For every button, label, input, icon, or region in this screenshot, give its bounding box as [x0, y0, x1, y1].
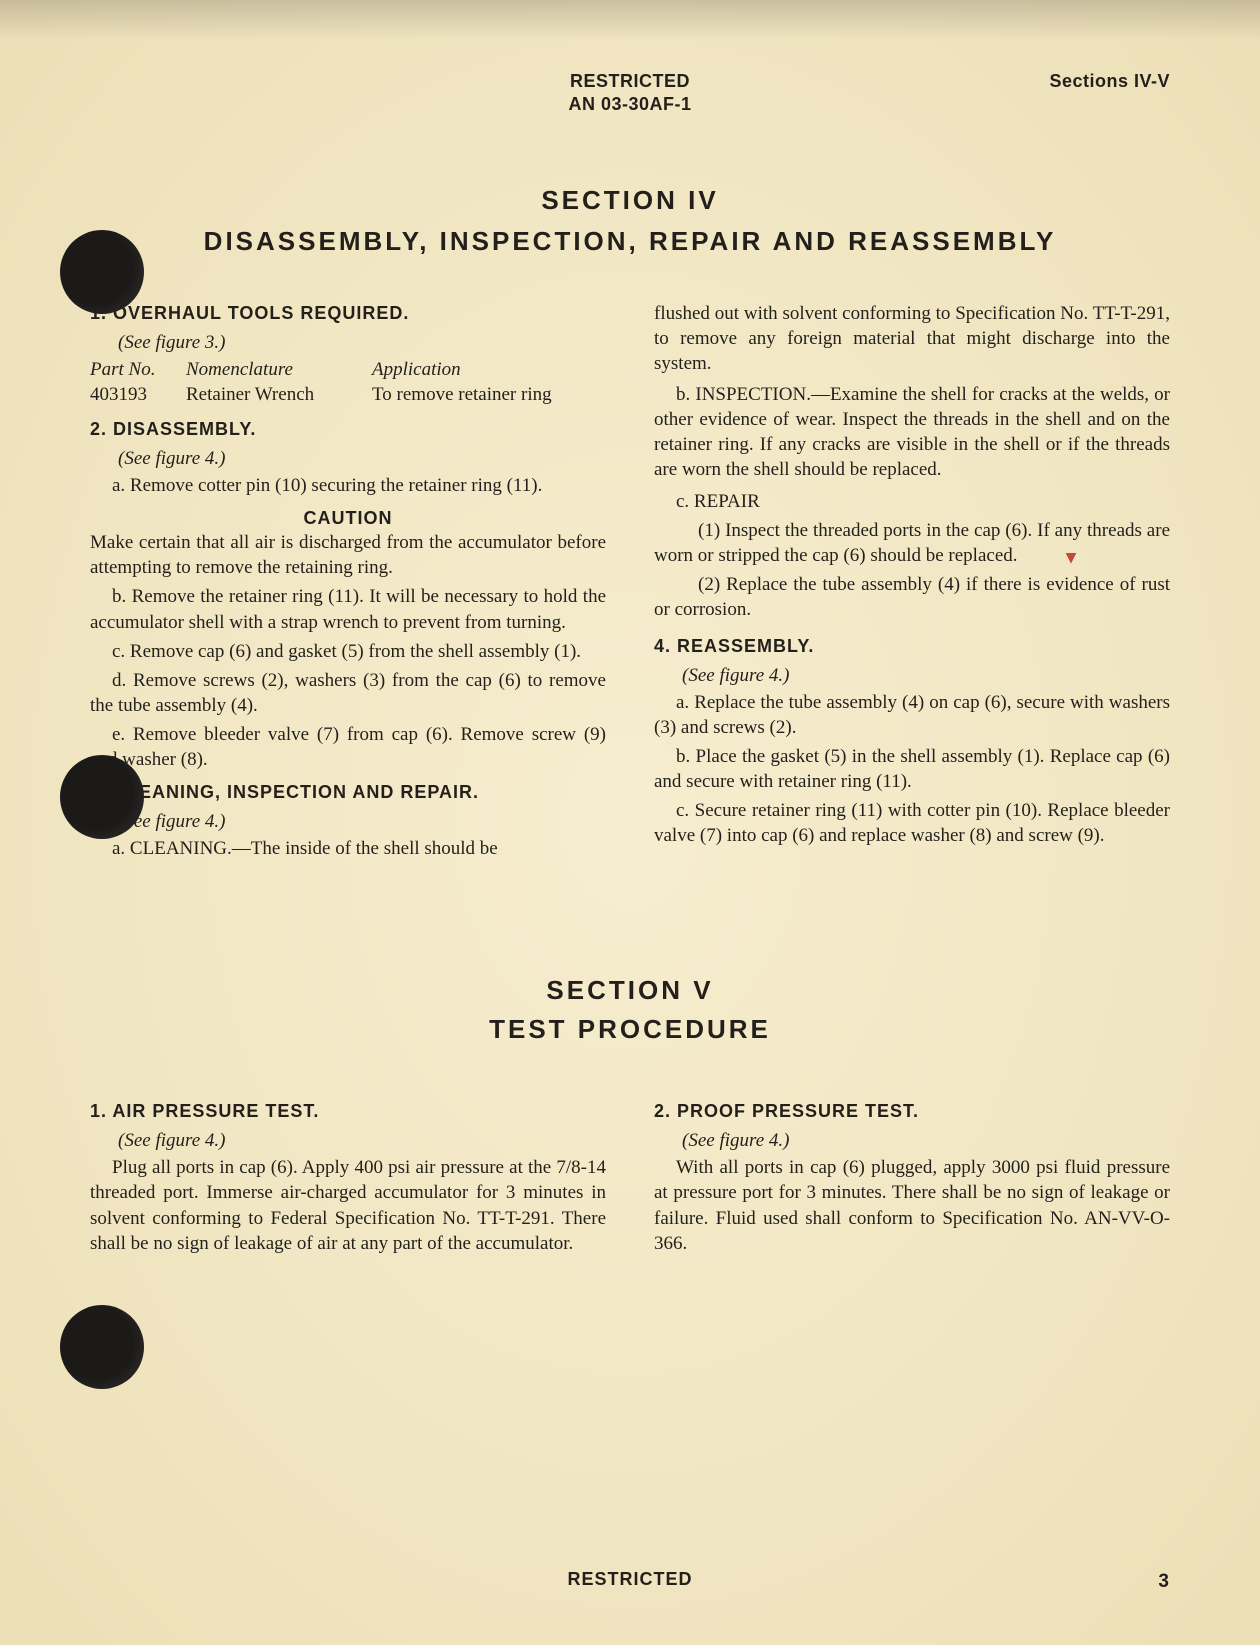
- section-4-heading: SECTION IV DISASSEMBLY, INSPECTION, REPA…: [90, 185, 1170, 257]
- td-nom: Retainer Wrench: [186, 382, 356, 407]
- punch-hole: [60, 755, 144, 839]
- page-footer: RESTRICTED 3: [90, 1569, 1170, 1590]
- para-4b: b. Place the gasket (5) in the shell ass…: [654, 744, 1170, 794]
- para-v1-body: Plug all ports in cap (6). Apply 400 psi…: [90, 1155, 606, 1255]
- th-part: Part No.: [90, 357, 170, 382]
- red-caret-icon: ▾: [1022, 545, 1076, 570]
- para-v2-body: With all ports in cap (6) plugged, apply…: [654, 1155, 1170, 1255]
- caution-heading: CAUTION: [90, 507, 606, 531]
- para-3c-head: c. REPAIR: [654, 489, 1170, 514]
- para-1-head: 1. OVERHAUL TOOLS REQUIRED.: [90, 303, 409, 323]
- section-5-col-left: 1. AIR PRESSURE TEST. (See figure 4.) Pl…: [90, 1099, 606, 1259]
- para-v1-head: 1. AIR PRESSURE TEST.: [90, 1101, 319, 1121]
- section-5-heading: SECTION V TEST PROCEDURE: [90, 975, 1170, 1045]
- para-3c1-text: (1) Inspect the threaded ports in the ca…: [654, 520, 1170, 566]
- page-number: 3: [1158, 1571, 1170, 1593]
- para-3-seefig: (See figure 4.): [118, 809, 606, 834]
- para-2-seefig: (See figure 4.): [118, 446, 606, 471]
- section-5-number: SECTION V: [90, 975, 1170, 1006]
- para-v2-seefig: (See figure 4.): [682, 1128, 1170, 1153]
- para-3c1: (1) Inspect the threaded ports in the ca…: [654, 518, 1170, 568]
- para-1-seefig: (See figure 3.): [118, 330, 606, 355]
- para-2d: d. Remove screws (2), washers (3) from t…: [90, 668, 606, 718]
- para-v2-head: 2. PROOF PRESSURE TEST.: [654, 1101, 919, 1121]
- para-3-head: 3. CLEANING, INSPECTION AND REPAIR.: [90, 782, 479, 802]
- para-3c2: (2) Replace the tube assembly (4) if the…: [654, 572, 1170, 622]
- punch-hole: [60, 1305, 144, 1389]
- page-header: RESTRICTED AN 03-30AF-1 Sections IV-V: [90, 70, 1170, 115]
- para-v1-seefig: (See figure 4.): [118, 1128, 606, 1153]
- tool-table-header: Part No. Nomenclature Application: [90, 357, 606, 382]
- para-2-head: 2. DISASSEMBLY.: [90, 419, 256, 439]
- para-3a-part1: a. CLEANING.—The inside of the shell sho…: [90, 836, 606, 861]
- para-2c: c. Remove cap (6) and gasket (5) from th…: [90, 639, 606, 664]
- para-2b: b. Remove the retainer ring (11). It wil…: [90, 584, 606, 634]
- section-4-title: DISASSEMBLY, INSPECTION, REPAIR AND REAS…: [90, 226, 1170, 257]
- para-4-seefig: (See figure 4.): [682, 663, 1170, 688]
- para-3a-part2: flushed out with solvent conforming to S…: [654, 301, 1170, 376]
- para-2a: a. Remove cotter pin (10) securing the r…: [90, 473, 606, 498]
- section-5-col-right: 2. PROOF PRESSURE TEST. (See figure 4.) …: [654, 1099, 1170, 1259]
- para-2e: e. Remove bleeder valve (7) from cap (6)…: [90, 722, 606, 772]
- page-shadow: [0, 0, 1260, 40]
- td-part: 403193: [90, 382, 170, 407]
- section-4-number: SECTION IV: [90, 185, 1170, 216]
- section-4-col-left: 1. OVERHAUL TOOLS REQUIRED. (See figure …: [90, 301, 606, 865]
- classification-bottom: RESTRICTED: [567, 1569, 692, 1589]
- header-sections: Sections IV-V: [1049, 70, 1170, 93]
- punch-hole: [60, 230, 144, 314]
- caution-body: Make certain that all air is discharged …: [90, 530, 606, 580]
- para-4a: a. Replace the tube assembly (4) on cap …: [654, 690, 1170, 740]
- section-5-columns: 1. AIR PRESSURE TEST. (See figure 4.) Pl…: [90, 1099, 1170, 1259]
- section-4-columns: 1. OVERHAUL TOOLS REQUIRED. (See figure …: [90, 301, 1170, 865]
- td-app: To remove retainer ring: [372, 382, 606, 407]
- th-app: Application: [372, 357, 606, 382]
- manual-number: AN 03-30AF-1: [90, 93, 1170, 116]
- para-4c: c. Secure retainer ring (11) with cotter…: [654, 798, 1170, 848]
- document-page: RESTRICTED AN 03-30AF-1 Sections IV-V SE…: [0, 0, 1260, 1645]
- th-nom: Nomenclature: [186, 357, 356, 382]
- section-4-col-right: flushed out with solvent conforming to S…: [654, 301, 1170, 865]
- classification-top: RESTRICTED: [90, 70, 1170, 93]
- section-5-title: TEST PROCEDURE: [90, 1014, 1170, 1045]
- para-3b: b. INSPECTION.—Examine the shell for cra…: [654, 382, 1170, 482]
- para-4-head: 4. REASSEMBLY.: [654, 636, 814, 656]
- tool-table-row: 403193 Retainer Wrench To remove retaine…: [90, 382, 606, 407]
